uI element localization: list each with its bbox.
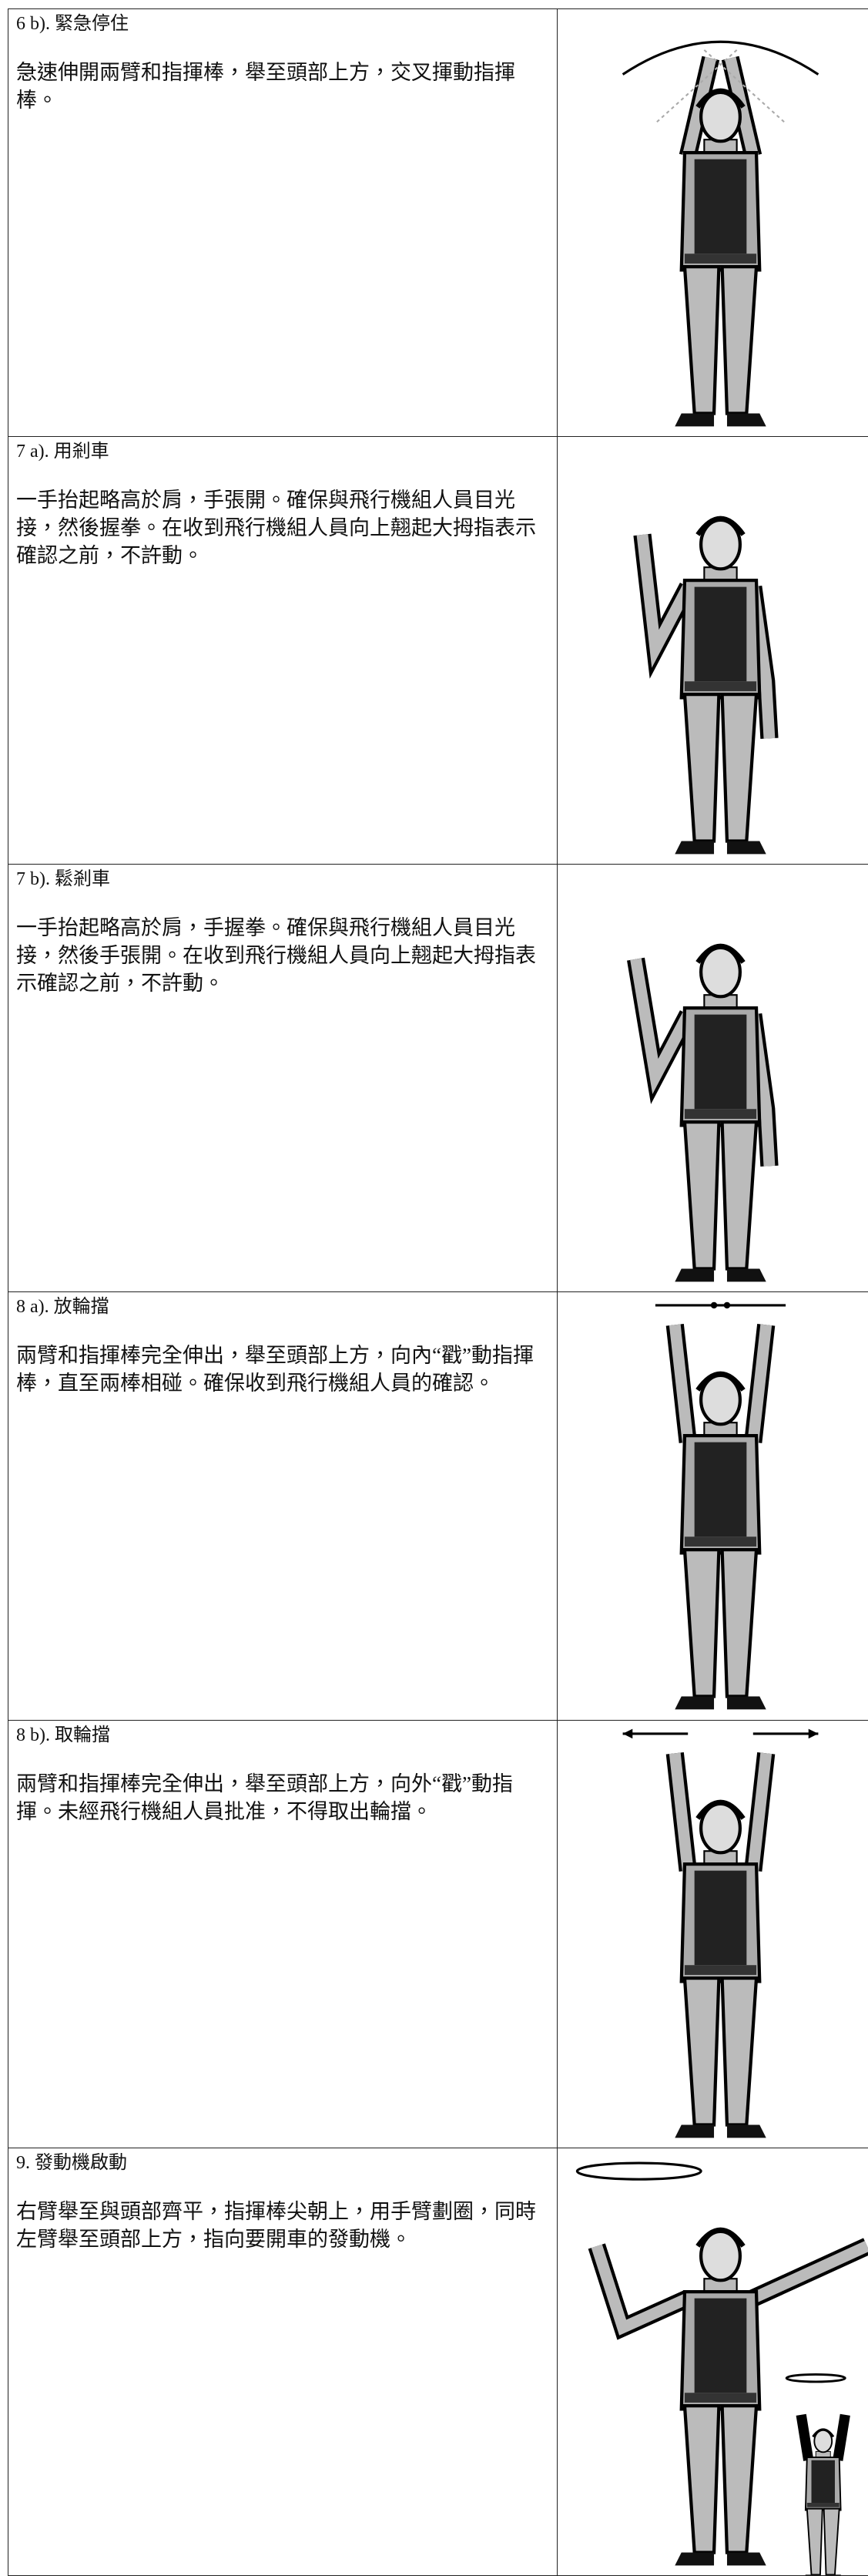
row: 6 b). 緊急停住急速伸開兩臂和指揮棒，舉至頭部上方，交叉揮動指揮棒。 xyxy=(8,9,868,437)
row-description: 右臂舉至與頭部齊平，指揮棒尖朝上，用手臂劃圈，同時左臂舉至頭部上方，指向要開車的… xyxy=(16,2198,551,2253)
figure-cell xyxy=(558,1720,868,2148)
cell: 8 a). 放輪擋兩臂和指揮棒完全伸出，舉至頭部上方，向內“戳”動指揮棒，直至兩… xyxy=(8,1292,558,1720)
row-description: 兩臂和指揮棒完全伸出，舉至頭部上方，向內“戳”動指揮棒，直至兩棒相碰。確保收到飛… xyxy=(16,1342,551,1397)
row-title: 9. 發動機啟動 xyxy=(16,2151,551,2175)
row: 8 a). 放輪擋兩臂和指揮棒完全伸出，舉至頭部上方，向內“戳”動指揮棒，直至兩… xyxy=(8,1292,868,1720)
cell: 8 b). 取輪擋兩臂和指揮棒完全伸出，舉至頭部上方，向外“戳”動指揮。未經飛行… xyxy=(8,1720,558,2148)
figure-cell xyxy=(558,9,868,437)
figure xyxy=(558,865,868,1291)
cell: 7 b). 鬆剎車一手抬起略高於肩，手握拳。確保與飛行機組人員目光接，然後手張開… xyxy=(8,865,558,1292)
signal-table: 6 b). 緊急停住急速伸開兩臂和指揮棒，舉至頭部上方，交叉揮動指揮棒。 7 a… xyxy=(8,8,868,2576)
row-description: 急速伸開兩臂和指揮棒，舉至頭部上方，交叉揮動指揮棒。 xyxy=(16,59,551,114)
figure xyxy=(558,9,868,436)
row-description: 兩臂和指揮棒完全伸出，舉至頭部上方，向外“戳”動指揮。未經飛行機組人員批准，不得… xyxy=(16,1770,551,1825)
page: 6 b). 緊急停住急速伸開兩臂和指揮棒，舉至頭部上方，交叉揮動指揮棒。 7 a… xyxy=(0,0,868,1375)
row: 7 b). 鬆剎車一手抬起略高於肩，手握拳。確保與飛行機組人員目光接，然後手張開… xyxy=(8,865,868,1292)
cell: 6 b). 緊急停住急速伸開兩臂和指揮棒，舉至頭部上方，交叉揮動指揮棒。 xyxy=(8,9,558,437)
figure-cell xyxy=(558,1292,868,1720)
figure-cell xyxy=(558,2148,868,2575)
cell: 7 a). 用剎車一手抬起略高於肩，手張開。確保與飛行機組人員目光接，然後握拳。… xyxy=(8,437,558,865)
row-title: 7 a). 用剎車 xyxy=(16,440,551,463)
figure xyxy=(558,1292,868,1719)
row-title: 8 b). 取輪擋 xyxy=(16,1724,551,1747)
row: 8 b). 取輪擋兩臂和指揮棒完全伸出，舉至頭部上方，向外“戳”動指揮。未經飛行… xyxy=(8,1720,868,2148)
row-title: 6 b). 緊急停住 xyxy=(16,12,551,35)
row-description: 一手抬起略高於肩，手握拳。確保與飛行機組人員目光接，然後手張開。在收到飛行機組人… xyxy=(16,914,551,997)
cell: 9. 發動機啟動右臂舉至與頭部齊平，指揮棒尖朝上，用手臂劃圈，同時左臂舉至頭部上… xyxy=(8,2148,558,2575)
row-title: 7 b). 鬆剎車 xyxy=(16,868,551,891)
row-title: 8 a). 放輪擋 xyxy=(16,1295,551,1318)
row-description: 一手抬起略高於肩，手張開。確保與飛行機組人員目光接，然後握拳。在收到飛行機組人員… xyxy=(16,486,551,569)
figure xyxy=(558,2148,868,2575)
figure xyxy=(558,1721,868,2148)
figure-cell xyxy=(558,437,868,865)
row: 7 a). 用剎車一手抬起略高於肩，手張開。確保與飛行機組人員目光接，然後握拳。… xyxy=(8,437,868,865)
row: 9. 發動機啟動右臂舉至與頭部齊平，指揮棒尖朝上，用手臂劃圈，同時左臂舉至頭部上… xyxy=(8,2148,868,2575)
figure xyxy=(558,437,868,864)
figure-cell xyxy=(558,865,868,1292)
